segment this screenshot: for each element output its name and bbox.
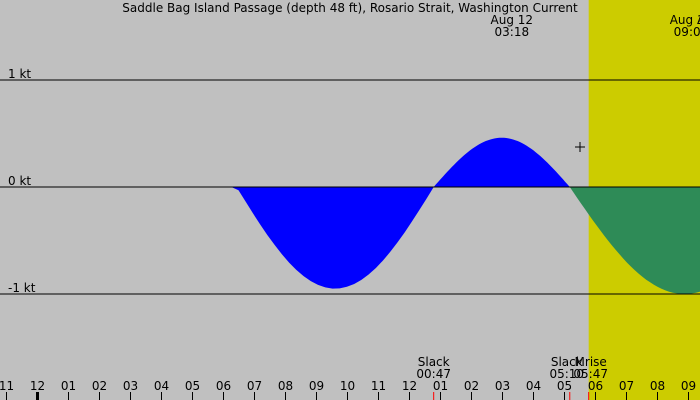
x-tick-label: 03 bbox=[495, 379, 510, 393]
x-tick-label: 11 bbox=[371, 379, 386, 393]
ebb-current-area bbox=[569, 187, 700, 294]
x-tick-label: 09 bbox=[309, 379, 324, 393]
extreme-time-label: 03:18 bbox=[495, 25, 530, 39]
y-tick-label: 1 kt bbox=[8, 67, 31, 81]
x-tick-label: 08 bbox=[278, 379, 293, 393]
x-tick-label: 01 bbox=[61, 379, 76, 393]
x-tick-label: 03 bbox=[123, 379, 138, 393]
extreme-date-label-clipped: A bbox=[697, 13, 700, 27]
x-tick-label: 04 bbox=[526, 379, 541, 393]
extreme-date-label: Aug 12 bbox=[670, 13, 700, 27]
x-tick-label: 12 bbox=[30, 379, 45, 393]
x-tick-label: 04 bbox=[154, 379, 169, 393]
event-time-label: 05:47 bbox=[573, 367, 608, 381]
chart-title: Saddle Bag Island Passage (depth 48 ft),… bbox=[122, 1, 578, 15]
crosshair-cursor bbox=[575, 142, 585, 152]
event-label: Mrise bbox=[575, 355, 607, 369]
event-label: Slack bbox=[551, 355, 583, 369]
flood-current-area bbox=[433, 137, 570, 187]
x-tick-label: 11 bbox=[0, 379, 14, 393]
x-tick-label: 07 bbox=[247, 379, 262, 393]
event-time-label: 05:10 bbox=[549, 367, 584, 381]
x-tick-label: 02 bbox=[464, 379, 479, 393]
y-tick-label: -1 kt bbox=[8, 281, 36, 295]
x-tick-label: 06 bbox=[588, 379, 603, 393]
flood-current-area bbox=[0, 187, 434, 289]
midnight-marker bbox=[36, 392, 39, 400]
x-tick-label: 05 bbox=[557, 379, 572, 393]
x-tick-label: 01 bbox=[433, 379, 448, 393]
event-time-label: 00:47 bbox=[416, 367, 451, 381]
extreme-date-label: Aug 12 bbox=[491, 13, 534, 27]
y-tick-label: 0 kt bbox=[8, 174, 31, 188]
x-tick-label: 12 bbox=[402, 379, 417, 393]
x-tick-label: 09 bbox=[681, 379, 696, 393]
x-tick-label: 05 bbox=[185, 379, 200, 393]
x-tick-label: 02 bbox=[92, 379, 107, 393]
x-tick-label: 06 bbox=[216, 379, 231, 393]
extreme-time-label: 09:05 bbox=[674, 25, 700, 39]
x-tick-label: 10 bbox=[340, 379, 355, 393]
x-tick-label: 08 bbox=[650, 379, 665, 393]
event-label: Slack bbox=[418, 355, 450, 369]
x-tick-label: 07 bbox=[619, 379, 634, 393]
